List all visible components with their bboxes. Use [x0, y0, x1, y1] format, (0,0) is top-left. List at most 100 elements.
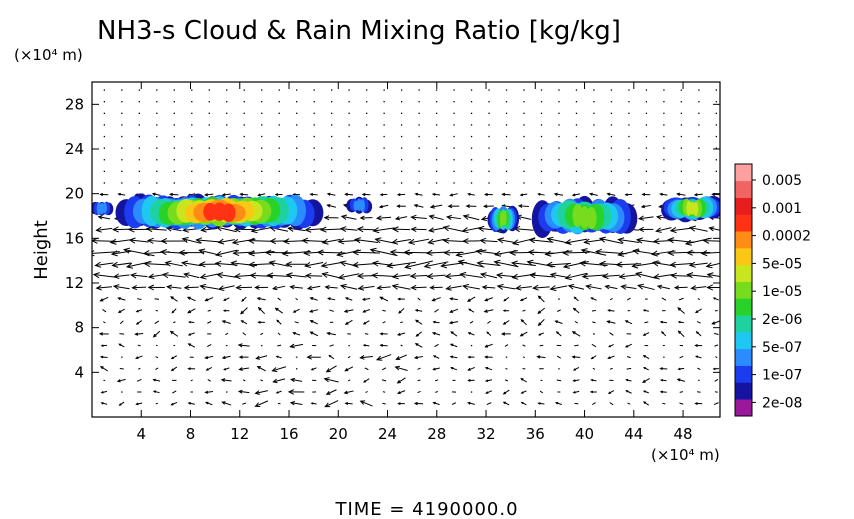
wind-vector [138, 182, 140, 184]
wind-vector [395, 216, 408, 220]
wind-vector [572, 331, 581, 337]
colorbar-swatch [735, 281, 752, 299]
wind-vector-head [359, 215, 365, 221]
wind-vector [344, 390, 354, 394]
wind-vector [238, 344, 250, 347]
wind-vector [331, 89, 333, 91]
wind-vector [121, 89, 123, 91]
wind-vector [216, 226, 237, 233]
wind-vector-head [310, 368, 314, 371]
wind-vector [121, 101, 123, 103]
wind-vector [190, 379, 193, 382]
wind-vector [379, 204, 389, 208]
wind-vector [278, 101, 280, 103]
wind-vector-head [669, 261, 677, 268]
wind-vector-head [625, 378, 629, 382]
wind-vector [348, 135, 350, 138]
wind-vector-head [223, 367, 227, 371]
wind-vector [310, 309, 319, 313]
wind-vector [523, 159, 525, 161]
wind-vector [277, 297, 281, 301]
wind-vector-head [146, 237, 154, 244]
wind-vector-head [444, 273, 452, 280]
wind-vector-head [607, 356, 611, 360]
wind-vector [331, 170, 333, 173]
wind-vector-head [320, 262, 328, 269]
wind-vector-head [396, 204, 401, 208]
x-tick-label: 28 [427, 425, 446, 443]
wind-vector [243, 112, 245, 114]
wind-vector [167, 286, 182, 289]
wind-vector [414, 204, 424, 208]
wind-vector [523, 112, 525, 114]
wind-vector [593, 159, 595, 161]
wind-vector [712, 193, 720, 196]
wind-vector [504, 379, 509, 382]
wind-vector-head [642, 354, 646, 358]
wind-vector [591, 402, 596, 406]
wind-vector-head [396, 332, 401, 336]
wind-vector-head [652, 273, 660, 280]
wind-vector [698, 182, 700, 184]
wind-vector [207, 344, 212, 348]
wind-vector [619, 274, 639, 278]
wind-vector-head [564, 239, 572, 246]
wind-vector [435, 182, 438, 184]
wind-vector [258, 307, 266, 315]
wind-vector-head [423, 262, 431, 269]
wind-vector [488, 170, 490, 173]
wind-vector [550, 285, 568, 290]
cloud-contour-level [693, 202, 699, 217]
wind-vector [520, 331, 528, 337]
wind-vector [307, 285, 321, 290]
wind-vector [111, 250, 132, 255]
wind-vector-head [655, 227, 662, 233]
wind-vector-head [431, 298, 436, 302]
wind-vector-head [237, 343, 243, 348]
x-unit-label: (×10⁴ m) [651, 446, 720, 464]
wind-vector [522, 309, 526, 312]
wind-vector [310, 193, 318, 196]
cloud-contour-level [503, 210, 507, 226]
wind-vector [251, 227, 272, 232]
wind-vector-head [658, 204, 663, 209]
wind-vector-head [391, 273, 399, 280]
wind-vector-head [413, 203, 418, 208]
wind-vector-head [684, 239, 692, 246]
chart-title: NH3-s Cloud & Rain Mixing Ratio [kg/kg] [97, 16, 621, 46]
wind-vector [484, 309, 494, 313]
wind-vector [645, 124, 648, 126]
wind-vector [680, 159, 683, 161]
wind-vector-head [502, 391, 507, 395]
wind-vector-head [495, 272, 503, 279]
wind-vector-head [274, 193, 279, 197]
wind-vector-head [204, 355, 209, 360]
wind-vector [575, 89, 578, 91]
wind-vector [641, 204, 651, 208]
wind-vector-head [92, 272, 100, 279]
wind-vector [347, 379, 351, 382]
wind-vector-head [391, 226, 399, 233]
wind-vector-head [693, 193, 698, 197]
wind-vector [488, 135, 490, 138]
wind-vector-head [203, 193, 209, 197]
wind-vector [278, 112, 280, 114]
wind-vector [428, 238, 445, 244]
wind-vector [397, 377, 406, 384]
wind-vector [434, 308, 439, 313]
wind-vector [519, 205, 529, 208]
wind-vector-field [92, 89, 720, 408]
wind-vector-head [429, 204, 435, 209]
wind-vector-head [187, 401, 191, 405]
wind-vector [677, 378, 686, 382]
wind-vector [663, 89, 665, 91]
wind-vector-head [432, 401, 436, 405]
wind-vector [558, 368, 560, 370]
wind-vector [296, 170, 298, 173]
wind-vector [226, 112, 228, 114]
wind-vector [522, 356, 526, 358]
wind-vector [383, 112, 385, 114]
wind-vector [426, 251, 447, 254]
wind-vector [593, 89, 595, 91]
wind-vector [95, 262, 114, 266]
